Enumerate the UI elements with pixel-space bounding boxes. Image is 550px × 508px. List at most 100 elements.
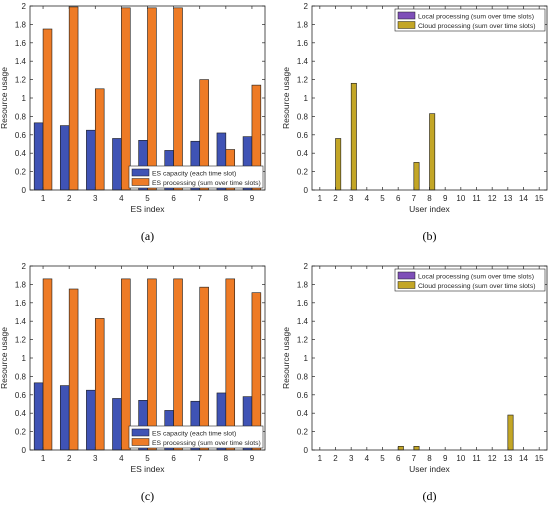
y-axis-label: Resource usage bbox=[281, 327, 291, 389]
y-tick-label: 1 bbox=[304, 94, 309, 103]
legend-box bbox=[128, 165, 264, 189]
y-tick-label: 1.8 bbox=[297, 280, 309, 289]
bar bbox=[121, 278, 131, 451]
x-tick-label: 4 bbox=[119, 454, 124, 463]
legend-swatch bbox=[131, 438, 150, 446]
y-tick-label: 1.4 bbox=[297, 317, 309, 326]
x-tick-label: 14 bbox=[519, 454, 528, 463]
x-tick-label: 5 bbox=[380, 194, 385, 203]
legend: Local processing (sum over time slots) Cl… bbox=[394, 8, 546, 32]
bar bbox=[59, 125, 70, 191]
x-tick-label: 2 bbox=[333, 454, 338, 463]
chart-panel-b: 00.20.40.60.811.21.41.61.821 2 3 4 5 6 7 8 9 10 11… bbox=[281, 2, 548, 243]
bar bbox=[173, 7, 183, 191]
y-tick-label: 1 bbox=[22, 354, 27, 363]
legend-entry: Cloud processing (sum over time slots) bbox=[418, 23, 535, 30]
y-tick-label: 0.6 bbox=[15, 131, 27, 140]
x-tick-label: 3 bbox=[93, 454, 98, 463]
x-tick-label: 1 bbox=[318, 194, 323, 203]
x-tick-label: 2 bbox=[67, 454, 72, 463]
x-axis-label: ES index bbox=[130, 464, 165, 474]
x-tick-label: 11 bbox=[472, 454, 481, 463]
x-tick-label: 5 bbox=[380, 454, 385, 463]
x-tick-label: 9 bbox=[443, 454, 448, 463]
y-tick-label: 1.6 bbox=[297, 299, 309, 308]
y-axis-label: Resource usage bbox=[0, 67, 9, 129]
y-tick-label: 0.4 bbox=[15, 409, 27, 418]
x-tick-label: 9 bbox=[443, 194, 448, 203]
bar bbox=[68, 6, 79, 191]
legend: ES capacity (each time slot) ES processin… bbox=[128, 425, 264, 449]
y-tick-label: 0.8 bbox=[15, 112, 27, 121]
x-tick-label: 15 bbox=[535, 454, 544, 463]
x-tick-label: 10 bbox=[456, 454, 465, 463]
panel-label: (d) bbox=[423, 489, 437, 503]
x-tick-label: 2 bbox=[67, 194, 72, 203]
x-tick-label: 1 bbox=[41, 454, 46, 463]
bar bbox=[335, 138, 342, 191]
legend-box bbox=[394, 8, 546, 32]
legend-swatch bbox=[131, 178, 150, 186]
chart-panel-d: 00.20.40.60.811.21.41.61.821 2 3 4 5 6 7 8 9 10 11… bbox=[281, 262, 548, 503]
y-tick-label: 1 bbox=[22, 94, 27, 103]
x-tick-label: 8 bbox=[224, 454, 229, 463]
legend: Local processing (sum over time slots) Cl… bbox=[394, 268, 546, 292]
legend-box bbox=[128, 425, 264, 449]
x-tick-label: 6 bbox=[171, 454, 176, 463]
x-tick-label: 8 bbox=[427, 454, 432, 463]
y-tick-label: 1.8 bbox=[297, 20, 309, 29]
panel-label: (b) bbox=[423, 229, 437, 243]
bar bbox=[33, 122, 44, 191]
y-tick-label: 2 bbox=[304, 2, 309, 11]
y-tick-label: 0.4 bbox=[297, 149, 309, 158]
x-tick-label: 1 bbox=[41, 194, 46, 203]
bar bbox=[173, 278, 183, 451]
bar bbox=[59, 385, 70, 451]
x-tick-label: 4 bbox=[365, 454, 370, 463]
x-tick-label: 7 bbox=[412, 194, 417, 203]
bar bbox=[112, 398, 122, 451]
x-axis-label: ES index bbox=[130, 204, 165, 214]
legend-entry: ES capacity (each time slot) bbox=[152, 430, 236, 437]
x-tick-label: 3 bbox=[349, 194, 354, 203]
bar bbox=[413, 162, 420, 191]
y-tick-label: 0.6 bbox=[297, 131, 309, 140]
bar bbox=[121, 7, 131, 191]
y-tick-label: 2 bbox=[304, 262, 309, 271]
legend-entry: Local processing (sum over time slots) bbox=[418, 13, 534, 20]
y-tick-label: 0.2 bbox=[15, 168, 27, 177]
x-axis-label: User index bbox=[409, 204, 450, 214]
bar bbox=[397, 446, 404, 451]
y-tick-label: 0.4 bbox=[297, 409, 309, 418]
x-tick-label: 15 bbox=[535, 194, 544, 203]
bar bbox=[507, 414, 514, 451]
x-tick-label: 5 bbox=[145, 194, 150, 203]
y-tick-label: 0 bbox=[22, 446, 27, 455]
legend-swatch bbox=[397, 21, 416, 29]
y-tick-label: 1.4 bbox=[15, 57, 27, 66]
bar bbox=[413, 446, 420, 451]
x-tick-label: 2 bbox=[333, 194, 338, 203]
x-tick-label: 4 bbox=[119, 194, 124, 203]
legend-entry: Local processing (sum over time slots) bbox=[418, 273, 534, 280]
bar bbox=[350, 82, 357, 191]
legend-swatch bbox=[397, 281, 416, 289]
chart-panel-c: 0 0.2 0.4 0.6 0.8 1 1.2 1.4 1.6 1.8 2 1 2 3 4 5 6 7 8 9 ES i… bbox=[0, 262, 266, 503]
panel-label: (a) bbox=[141, 229, 154, 243]
x-tick-label: 8 bbox=[224, 194, 229, 203]
y-tick-label: 1.2 bbox=[15, 76, 27, 85]
x-tick-label: 9 bbox=[250, 194, 255, 203]
bar bbox=[94, 88, 105, 191]
y-tick-label: 0.8 bbox=[15, 372, 27, 381]
x-tick-label: 7 bbox=[197, 454, 202, 463]
y-tick-label: 1.8 bbox=[15, 20, 27, 29]
y-tick-label: 1 bbox=[304, 354, 309, 363]
y-tick-label: 1.8 bbox=[15, 280, 27, 289]
x-tick-label: 9 bbox=[250, 454, 255, 463]
x-tick-label: 6 bbox=[171, 194, 176, 203]
bar bbox=[429, 113, 436, 191]
y-tick-label: 0.6 bbox=[15, 391, 27, 400]
x-tick-label: 1 bbox=[318, 454, 323, 463]
bar bbox=[42, 278, 53, 451]
y-tick-label: 0 bbox=[22, 186, 27, 195]
